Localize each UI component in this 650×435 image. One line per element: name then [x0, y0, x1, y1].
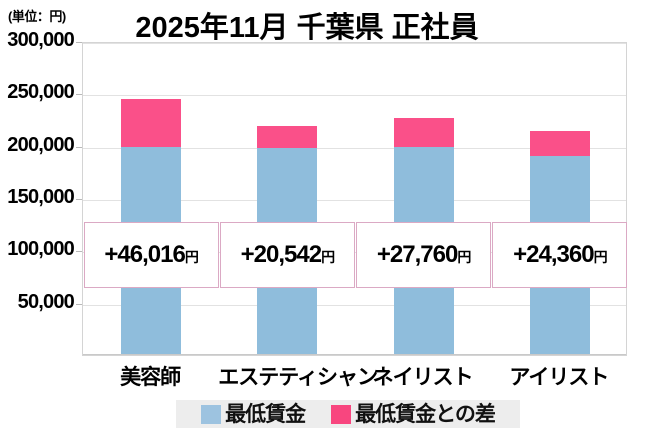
- difference-callout: +20,542円: [219, 222, 355, 288]
- currency-suffix: 円: [457, 249, 471, 265]
- y-axis-tick-mark: [76, 42, 82, 43]
- y-axis-tick-mark: [76, 303, 82, 305]
- legend-label-base: 最低賃金: [225, 402, 306, 426]
- y-axis-tick-mark: [76, 146, 82, 148]
- y-axis-tick-mark: [76, 251, 82, 253]
- legend-item-base: 最低賃金: [201, 402, 306, 426]
- y-axis-tick-label: 150,000: [7, 186, 75, 208]
- unit-label: (単位：円): [8, 9, 66, 24]
- difference-value: +24,360円: [513, 241, 608, 268]
- x-axis-category-label: アイリスト: [509, 366, 609, 389]
- gridline: [83, 95, 626, 97]
- legend-item-diff: 最低賃金との差: [331, 402, 496, 426]
- plot-area: [82, 42, 627, 356]
- y-axis-tick-label: 200,000: [7, 133, 75, 156]
- gridline: [83, 147, 626, 149]
- x-axis-line: [83, 354, 626, 355]
- difference-value: +27,760円: [376, 241, 471, 268]
- page-title: 2025年11月 千葉県 正社員: [135, 12, 479, 44]
- legend-swatch-base-icon: [201, 404, 222, 424]
- difference-callout: +46,016円: [83, 222, 219, 288]
- currency-suffix: 円: [184, 249, 199, 265]
- gridline: [83, 304, 626, 306]
- gridline: [83, 43, 626, 44]
- y-axis-tick-mark: [76, 94, 82, 96]
- legend-label-diff: 最低賃金との差: [355, 402, 496, 426]
- difference-callout: +24,360円: [492, 222, 628, 288]
- bar-segment-difference: [529, 130, 590, 157]
- y-axis-tick-label: 50,000: [17, 290, 75, 313]
- bar-segment-difference: [393, 117, 454, 147]
- legend: 最低賃金 最低賃金との差: [176, 400, 520, 428]
- difference-value: +46,016円: [104, 241, 199, 268]
- gridline: [83, 200, 626, 201]
- y-axis-tick-label: 300,000: [7, 29, 75, 51]
- y-axis-tick-label: 100,000: [7, 238, 75, 261]
- legend-swatch-diff-icon: [331, 404, 352, 424]
- x-axis-category-label: 美容師: [120, 366, 181, 389]
- currency-suffix: 円: [593, 249, 608, 265]
- x-axis-category-label: エステティシャン: [218, 366, 378, 389]
- bar-segment-difference: [257, 126, 318, 148]
- currency-suffix: 円: [321, 249, 335, 265]
- y-axis-tick-label: 250,000: [7, 81, 75, 104]
- difference-callout: +27,760円: [356, 222, 492, 288]
- y-axis-tick-mark: [76, 199, 82, 200]
- bar-segment-difference: [121, 98, 182, 147]
- x-axis-category-label: ネイリスト: [372, 366, 474, 389]
- difference-value: +20,542円: [240, 241, 335, 268]
